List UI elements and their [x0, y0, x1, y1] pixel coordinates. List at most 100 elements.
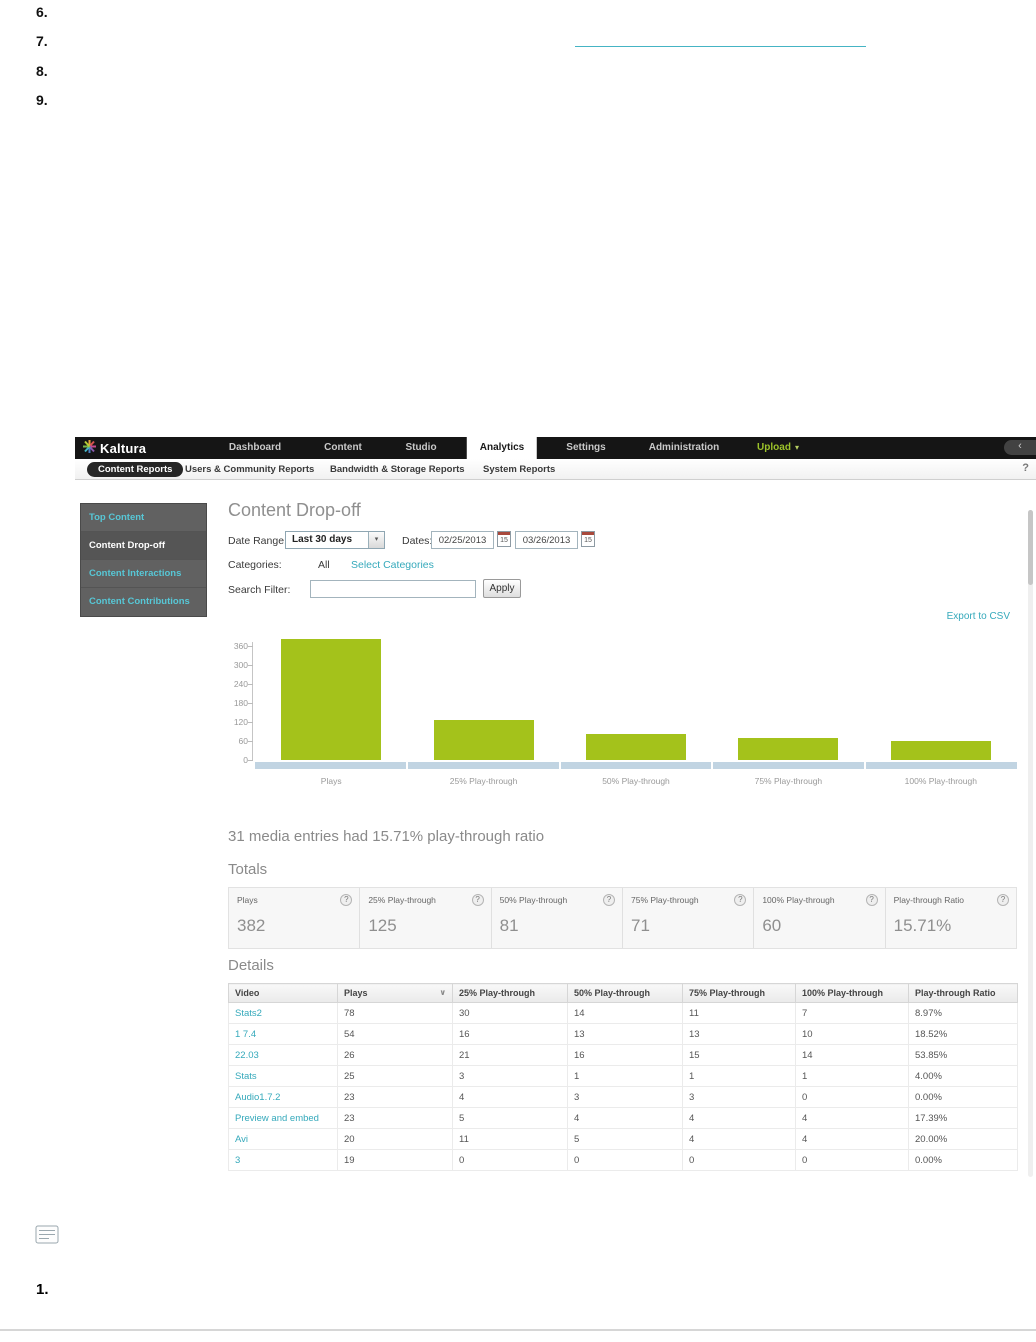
cell-value: 11 — [452, 1128, 568, 1150]
vertical-scrollbar[interactable] — [1028, 510, 1033, 1177]
cell-value: 1 — [567, 1065, 683, 1087]
video-link[interactable]: 3 — [228, 1149, 338, 1171]
y-axis-tick-label: 180 — [233, 698, 248, 708]
subnav-item-users-community-reports[interactable]: Users & Community Reports — [185, 464, 315, 475]
reports-subnav: Content Reports Users & Community Report… — [75, 459, 1036, 480]
nav-item-administration[interactable]: Administration — [648, 442, 720, 453]
column-header-play-through-ratio[interactable]: Play-through Ratio — [908, 983, 1018, 1003]
cell-value: 3 — [682, 1086, 796, 1108]
kaltura-logo-icon — [82, 439, 97, 457]
video-link[interactable]: Audio1.7.2 — [228, 1086, 338, 1108]
sort-descending-icon[interactable]: ∨ — [439, 988, 447, 997]
y-axis-tick-label: 0 — [243, 755, 248, 765]
calendar-from-icon[interactable]: 15 — [497, 531, 511, 547]
x-axis-label: 100% Play-through — [904, 776, 977, 786]
column-header-100-play-through[interactable]: 100% Play-through — [795, 983, 909, 1003]
nav-item-studio[interactable]: Studio — [405, 442, 437, 453]
video-link[interactable]: Stats2 — [228, 1002, 338, 1024]
help-icon[interactable]: ? — [602, 894, 615, 906]
nav-item-analytics[interactable]: Analytics — [466, 437, 538, 459]
video-link[interactable]: Stats — [228, 1065, 338, 1087]
cell-value: 4.00% — [908, 1065, 1018, 1087]
totals-cell-plays: Plays? 382 — [229, 888, 361, 948]
chart-scrollbar-track[interactable] — [255, 762, 1017, 769]
upload-label: Upload — [757, 442, 791, 453]
chart-scrollbar-segment — [866, 762, 1017, 769]
cell-value: 20 — [337, 1128, 453, 1150]
video-link[interactable]: Avi — [228, 1128, 338, 1150]
totals-cell-label: Play-through Ratio — [893, 895, 965, 905]
upload-menu[interactable]: Upload ▾ — [757, 437, 799, 459]
date-to-input[interactable] — [515, 531, 578, 549]
x-axis-label: 75% Play-through — [754, 776, 823, 786]
table-row: 22.03 26 21 16 15 14 53.85% — [228, 1044, 1018, 1066]
date-from-input[interactable] — [431, 531, 494, 549]
column-header-plays[interactable]: Plays ∨ — [337, 983, 453, 1003]
categories-label: Categories: — [228, 559, 282, 571]
subnav-item-system-reports[interactable]: System Reports — [483, 464, 556, 475]
cell-value: 3 — [567, 1086, 683, 1108]
column-header-video[interactable]: Video — [228, 983, 338, 1003]
totals-cell-25-play-through: 25% Play-through? 125 — [360, 888, 492, 948]
date-range-select[interactable]: Last 30 days ▾ — [285, 531, 385, 549]
help-icon[interactable]: ? — [996, 894, 1009, 906]
video-link[interactable]: 1 7.4 — [228, 1023, 338, 1045]
cell-value: 14 — [567, 1002, 683, 1024]
cell-value: 4 — [682, 1128, 796, 1150]
kaltura-logo[interactable]: Kaltura — [82, 437, 146, 459]
y-axis-tick — [248, 665, 253, 666]
chart-scrollbar-segment — [713, 762, 865, 769]
cell-value: 5 — [452, 1107, 568, 1129]
search-input[interactable] — [310, 580, 476, 598]
x-axis-label: Plays — [320, 776, 342, 786]
export-csv-link[interactable]: Export to CSV — [946, 611, 1010, 622]
video-link[interactable]: 22.03 — [228, 1044, 338, 1066]
totals-cell-label: 25% Play-through — [368, 895, 436, 905]
chart-scrollbar-segment — [560, 762, 712, 769]
video-link[interactable]: Preview and embed — [228, 1107, 338, 1129]
sidebar: Top Content Content Drop-off Content Inter… — [80, 503, 207, 617]
chevron-down-icon[interactable]: ▾ — [368, 532, 384, 548]
subnav-item-content-reports[interactable]: Content Reports — [87, 462, 184, 477]
cell-value: 0.00% — [908, 1149, 1018, 1171]
details-head-row: Video Plays ∨ 25% Play-through 50% Play-thro… — [228, 983, 1018, 1003]
x-axis-label: 50% Play-through — [602, 776, 670, 786]
totals-cell-value: 60 — [762, 916, 782, 935]
document-link-underline[interactable] — [575, 46, 866, 47]
step-number: 1. — [36, 1281, 49, 1298]
help-icon[interactable]: ? — [734, 894, 747, 906]
list-number: 9. — [36, 92, 48, 109]
totals-cell-value: 71 — [630, 916, 650, 935]
cell-value: 13 — [682, 1023, 796, 1045]
help-icon[interactable]: ? — [1022, 462, 1029, 474]
totals-cell-label: 100% Play-through — [762, 895, 835, 905]
chart-bar-75-play-through — [738, 738, 839, 760]
chart-scrollbar-segment — [255, 762, 406, 769]
help-icon[interactable]: ? — [865, 894, 878, 906]
subnav-item-bandwidth-storage-reports[interactable]: Bandwidth & Storage Reports — [330, 464, 465, 475]
cell-value: 1 — [795, 1065, 909, 1087]
nav-item-settings[interactable]: Settings — [566, 442, 606, 453]
cell-value: 14 — [795, 1044, 909, 1066]
column-header-75-play-through[interactable]: 75% Play-through — [682, 983, 796, 1003]
column-header-25-play-through[interactable]: 25% Play-through — [452, 983, 568, 1003]
nav-item-dashboard[interactable]: Dashboard — [228, 442, 282, 453]
select-categories-link[interactable]: Select Categories — [351, 559, 434, 571]
sidebar-item-content-drop-off[interactable]: Content Drop-off — [81, 532, 206, 560]
calendar-to-icon[interactable]: 15 — [581, 531, 595, 547]
help-icon[interactable]: ? — [471, 894, 484, 906]
sidebar-item-content-interactions[interactable]: Content Interactions — [81, 560, 206, 588]
table-row: Audio1.7.2 23 4 3 3 0 0.00% — [228, 1086, 1018, 1108]
scrollbar-thumb[interactable] — [1028, 510, 1033, 585]
chart-bar-50-play-through — [586, 734, 686, 760]
apply-button[interactable]: Apply — [483, 579, 521, 598]
y-axis-tick — [248, 703, 253, 704]
collapse-panel-button[interactable]: ‹ — [1004, 440, 1036, 455]
kmc-screenshot: Kaltura Dashboard Content Studio Analytics S… — [75, 437, 1036, 1180]
column-header-50-play-through[interactable]: 50% Play-through — [567, 983, 683, 1003]
help-icon[interactable]: ? — [340, 894, 353, 906]
sidebar-item-top-content[interactable]: Top Content — [81, 504, 206, 532]
sidebar-item-content-contributions[interactable]: Content Contributions — [89, 596, 190, 607]
page-divider — [0, 1329, 1036, 1331]
nav-item-content[interactable]: Content — [324, 442, 362, 453]
